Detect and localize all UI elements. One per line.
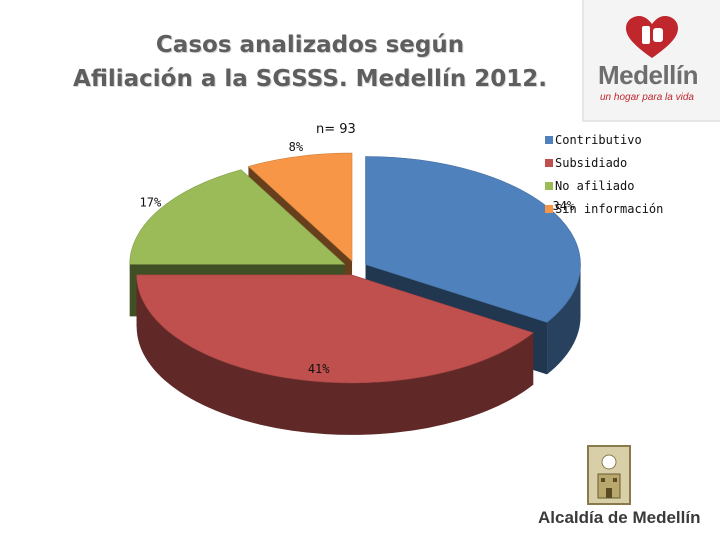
logo-tagline: un hogar para la vida [600, 92, 694, 103]
pie-slices [129, 152, 581, 435]
data-label-sin-informacin: 8% [289, 140, 304, 154]
legend-item: Sin información [545, 197, 663, 220]
legend-item: No afiliado [545, 174, 663, 197]
legend-swatch [545, 135, 553, 144]
legend-label: Subsidiado [555, 155, 628, 170]
logo-wordmark: Medellín [598, 60, 699, 90]
data-label-contributivo: 34% [552, 199, 574, 213]
data-label-no-afiliado: 17% [140, 196, 162, 210]
legend-label: No afiliado [555, 178, 635, 193]
legend-label: Sin información [555, 201, 664, 216]
footer-text: Alcaldía de Medellín [538, 508, 701, 527]
legend-swatch [545, 181, 553, 190]
data-label-subsidiado: 41% [308, 362, 330, 376]
pie-slice-subsidiado [136, 274, 534, 435]
legend-swatch [545, 204, 553, 213]
legend-label: Contributivo [555, 132, 642, 147]
chart-legend: Contributivo Subsidiado No afiliado Sin inf… [545, 128, 663, 220]
medellin-heart-logo-icon [626, 16, 678, 58]
sample-size-label: n= 93 [316, 122, 356, 137]
chart-title-line-1: Casos analizados según [155, 32, 465, 58]
legend-item: Contributivo [545, 128, 663, 151]
legend-swatch [545, 158, 553, 167]
chart-title: Casos analizados según Afiliación a la S… [40, 28, 580, 96]
chart-title-line-2: Afiliación a la SGSSS. Medellín 2012. [73, 66, 547, 92]
medellin-logo: Medellín un hogar para la vida [582, 0, 720, 122]
pie-data-labels: 34% 41% 17% 8% [140, 140, 575, 376]
legend-item: Subsidiado [545, 151, 663, 174]
coat-of-arms-icon [587, 445, 631, 505]
